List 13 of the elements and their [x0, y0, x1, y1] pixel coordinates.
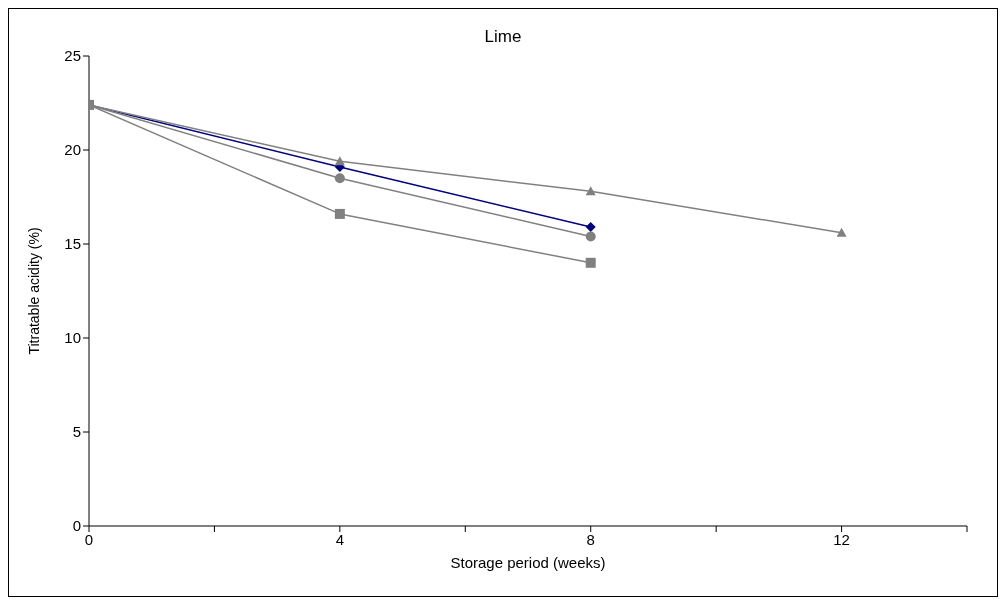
- y-tick-label: 0: [72, 517, 81, 535]
- y-tick-label: 5: [72, 423, 81, 441]
- y-tick-label: 10: [64, 329, 81, 347]
- y-tick-label: 25: [64, 47, 81, 65]
- chart-title: Lime: [483, 27, 523, 47]
- x-tick-label: 12: [833, 530, 850, 548]
- x-tick-label: 4: [335, 530, 345, 548]
- y-axis-title: Titratable acidity (%): [25, 227, 42, 355]
- y-tick-label: 15: [64, 235, 81, 253]
- y-tick-label: 20: [64, 141, 81, 159]
- x-tick-label: 0: [84, 530, 94, 548]
- x-axis-title: Storage period (weeks): [450, 554, 606, 571]
- x-tick-label: 8: [586, 530, 595, 548]
